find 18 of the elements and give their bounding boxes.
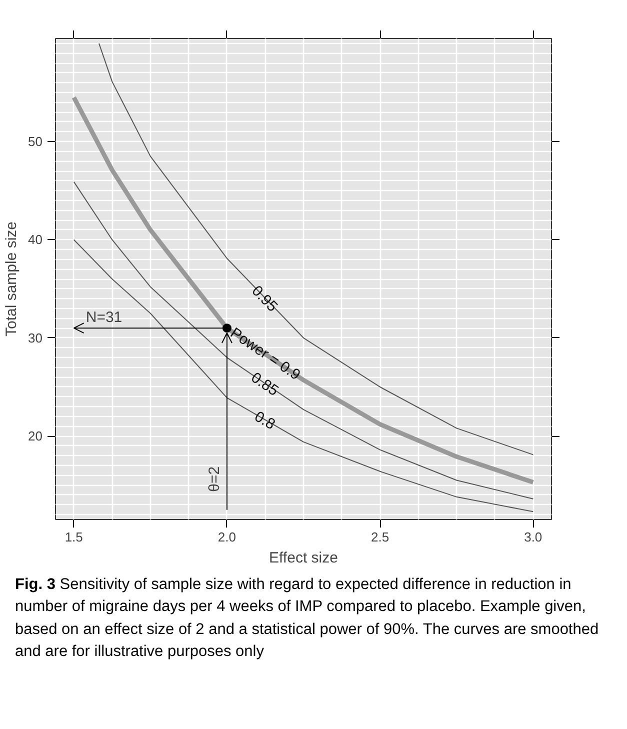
y-tick-label: 30 (28, 330, 43, 346)
x-tick-label: 2.5 (371, 530, 390, 544)
caption: Fig. 3 Sensitivity of sample size with regard to expected difference in reduction in number of migraine days per 4 weeks of IMP compared to placebo. Example given, based on an effect size of 2 and a statistical power of 90%. The curves are smoothed and are for illustrative purposes only (15, 575, 600, 662)
y-tick-label: 40 (28, 232, 43, 248)
annotation: θ=2 (206, 466, 223, 492)
x-tick-label: 2.0 (218, 530, 236, 544)
x-axis-title: Effect size (269, 550, 338, 566)
line-series (73, 181, 534, 500)
x-tick-label: 1.5 (64, 530, 83, 544)
text: 0.95 (248, 282, 281, 316)
line-series (73, 239, 534, 512)
x-tick-label: 3.0 (524, 530, 542, 544)
annotation: N=31 (86, 309, 122, 326)
y-tick-label: 20 (28, 428, 43, 444)
text: 0.85 (248, 369, 282, 400)
y-tick-label: 50 (28, 134, 43, 150)
y-axis-title: Total sample size (3, 221, 20, 337)
text: 0.8 (251, 408, 278, 434)
